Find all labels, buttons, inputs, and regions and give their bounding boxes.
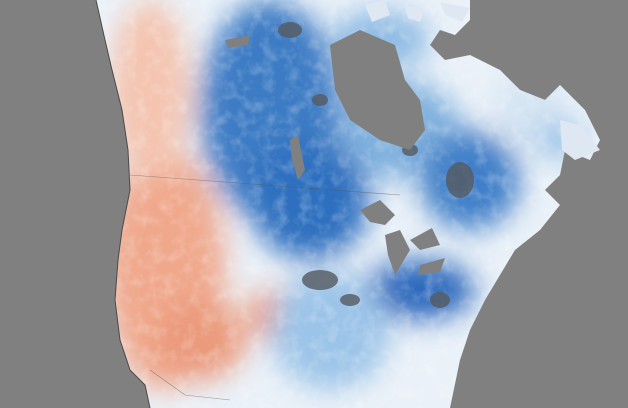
lakes	[225, 35, 305, 180]
islands	[365, 0, 600, 160]
coastline	[95, 0, 151, 408]
great-lakes	[360, 200, 445, 275]
hudson-bay	[330, 30, 425, 150]
border	[129, 174, 401, 196]
border	[149, 369, 231, 401]
